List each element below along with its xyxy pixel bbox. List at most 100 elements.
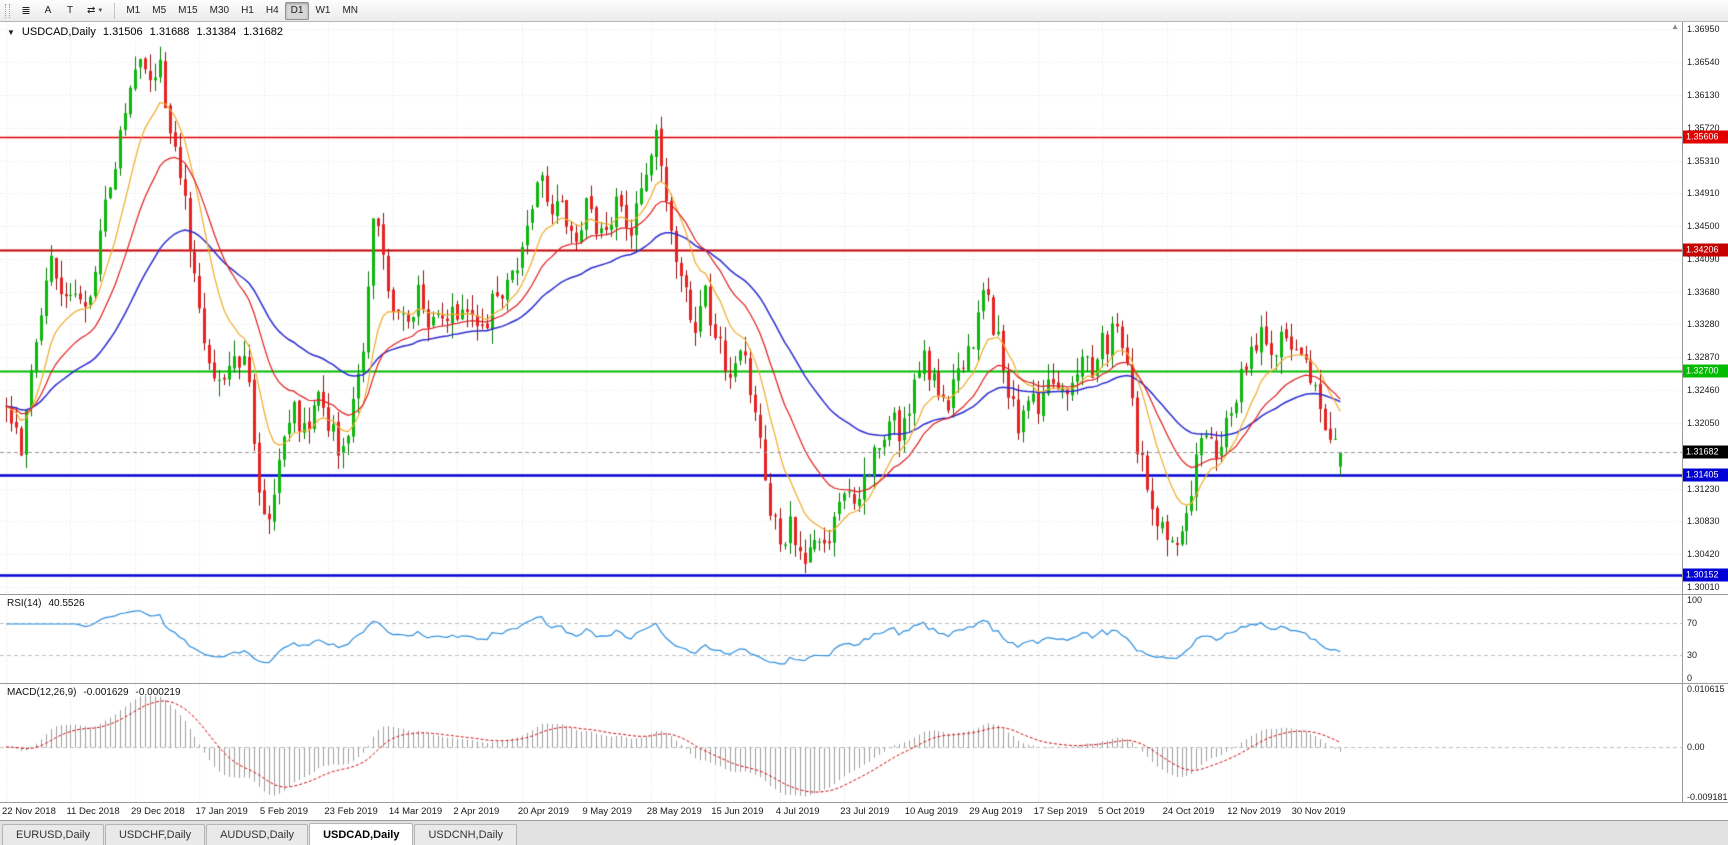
rsi-value: 40.5526 — [48, 598, 85, 609]
macd-tick: -0.009181 — [1687, 792, 1728, 802]
date-label: 24 Oct 2019 — [1162, 806, 1215, 817]
date-label: 30 Nov 2019 — [1291, 806, 1346, 817]
timeframe-button-m15[interactable]: M15 — [172, 2, 203, 20]
scroll-up-icon[interactable]: ▲ — [1671, 22, 1679, 31]
rsi-tick: 30 — [1687, 649, 1698, 660]
macd-signal-value: -0.000219 — [135, 687, 181, 698]
date-label: 22 Nov 2018 — [2, 806, 56, 817]
price-tick: 1.30010 — [1687, 581, 1720, 592]
a-tool-button[interactable]: A — [37, 2, 59, 20]
date-label: 4 Jul 2019 — [775, 806, 820, 817]
price-tick: 1.32460 — [1687, 384, 1720, 395]
price-tick: 1.33680 — [1687, 286, 1720, 297]
current-price-label: 1.31682 — [1683, 445, 1728, 459]
timeframe-button-h1[interactable]: H1 — [235, 2, 260, 20]
price-level-label: 1.32700 — [1683, 364, 1728, 378]
macd-header: MACD(12,26,9) -0.001629 -0.000219 — [7, 687, 181, 698]
symbol-collapse-icon[interactable]: ▼ — [7, 27, 15, 37]
rsi-label: RSI(14) — [7, 598, 42, 609]
toolbar-drag-handle[interactable] — [5, 3, 10, 18]
price-tick: 1.32870 — [1687, 352, 1720, 362]
date-label: 5 Oct 2019 — [1098, 806, 1145, 817]
ohlc-low: 1.31384 — [196, 26, 237, 38]
macd-main-value: -0.001629 — [83, 687, 129, 698]
chart-tab-usdcnh[interactable]: USDCNH,Daily — [414, 824, 518, 845]
price-tick: 1.36950 — [1687, 24, 1720, 35]
macd-panel: MACD(12,26,9) -0.001629 -0.000219 0.0106… — [0, 684, 1728, 803]
price-tick: 1.33280 — [1687, 319, 1720, 330]
rsi-tick: 70 — [1687, 618, 1698, 629]
date-label: 11 Dec 2018 — [66, 806, 120, 817]
date-label: 2 Apr 2019 — [453, 806, 500, 817]
swap-arrows-icon: ⇄ — [87, 5, 96, 16]
main-chart-panel: ▼ USDCAD,Daily 1.31506 1.31688 1.31384 1… — [0, 22, 1728, 595]
timeframe-button-group: M1 M5 M15 M30 H1 H4 D1 W1 MN — [120, 1, 364, 20]
timeframe-switch-button[interactable]: ⇄ ▼ — [81, 2, 109, 20]
chart-list-icon[interactable]: ≣ — [15, 2, 37, 20]
timeframe-button-m1[interactable]: M1 — [120, 2, 146, 20]
date-label: 15 Jun 2019 — [711, 806, 764, 817]
price-tick: 1.31230 — [1687, 483, 1720, 494]
timeframe-button-h4[interactable]: H4 — [260, 2, 285, 20]
price-tick: 1.36130 — [1687, 90, 1720, 101]
timeframe-button-w1[interactable]: W1 — [309, 2, 336, 20]
timeframe-button-mn[interactable]: MN — [336, 2, 364, 20]
price-tick: 1.36540 — [1687, 57, 1720, 68]
toolbar: ≣ A T ⇄ ▼ M1 M5 M15 M30 H1 H4 D1 W1 MN — [0, 0, 1728, 22]
timeframe-button-m5[interactable]: M5 — [146, 2, 172, 20]
price-level-label: 1.30152 — [1683, 568, 1728, 582]
date-label: 14 Mar 2019 — [388, 806, 443, 817]
rsi-tick: 100 — [1687, 595, 1703, 605]
price-level-label: 1.31405 — [1683, 468, 1728, 482]
date-label: 29 Aug 2019 — [969, 806, 1023, 817]
price-tick: 1.35720 — [1687, 123, 1720, 134]
chart-tab-usdchf[interactable]: USDCHF,Daily — [104, 824, 206, 845]
price-tick: 1.30420 — [1687, 548, 1720, 559]
date-label: 17 Jan 2019 — [195, 806, 248, 817]
price-tick: 1.34910 — [1687, 188, 1720, 199]
date-label: 23 Feb 2019 — [324, 806, 378, 817]
macd-axis: 0.010615 0.00 -0.009181 — [1682, 684, 1728, 802]
price-axis: 1.36950 1.36540 1.36130 1.35720 1.35310 1.349… — [1682, 22, 1728, 594]
chart-tab-audusd[interactable]: AUDUSD,Daily — [206, 824, 309, 845]
chart-tab-eurusd[interactable]: EURUSD,Daily — [2, 824, 104, 845]
price-tick: 1.35310 — [1687, 155, 1720, 166]
chart-ohlc-header: ▼ USDCAD,Daily 1.31506 1.31688 1.31384 1… — [7, 26, 283, 38]
macd-label: MACD(12,26,9) — [7, 687, 77, 698]
date-label: 10 Aug 2019 — [904, 806, 959, 817]
price-tick: 1.34090 — [1687, 253, 1720, 264]
main-chart-canvas[interactable] — [0, 22, 1682, 594]
text-tool-button[interactable]: T — [59, 2, 81, 20]
price-level-label: 1.35606 — [1683, 130, 1728, 144]
chart-tab-usdcad[interactable]: USDCAD,Daily — [309, 823, 414, 845]
macd-tick: 0.010615 — [1687, 684, 1725, 694]
date-label: 12 Nov 2019 — [1227, 806, 1281, 817]
dropdown-caret-icon: ▼ — [97, 7, 104, 14]
ohlc-close: 1.31682 — [243, 26, 283, 38]
chart-symbol: USDCAD,Daily — [21, 26, 96, 38]
time-axis: 22 Nov 2018 11 Dec 2018 29 Dec 2018 17 Jan … — [0, 803, 1728, 821]
toolbar-separator — [114, 2, 116, 19]
rsi-tick: 0 — [1687, 673, 1693, 683]
price-tick: 1.30830 — [1687, 515, 1720, 526]
macd-canvas[interactable] — [0, 684, 1682, 802]
rsi-canvas[interactable] — [0, 595, 1682, 683]
date-label: 5 Feb 2019 — [259, 806, 308, 817]
ohlc-open: 1.31506 — [102, 26, 143, 38]
timeframe-button-m30[interactable]: M30 — [204, 2, 235, 20]
price-level-label: 1.34206 — [1683, 243, 1728, 257]
date-label: 9 May 2019 — [582, 806, 632, 817]
date-label: 29 Dec 2018 — [130, 806, 185, 817]
rsi-axis: 100 70 30 0 — [1682, 595, 1728, 683]
price-tick: 1.32050 — [1687, 417, 1720, 428]
rsi-header: RSI(14) 40.5526 — [7, 598, 85, 609]
date-label: 20 Apr 2019 — [517, 806, 570, 817]
chart-stack: ▼ USDCAD,Daily 1.31506 1.31688 1.31384 1… — [0, 22, 1728, 821]
price-tick: 1.34500 — [1687, 221, 1720, 232]
ohlc-high: 1.31688 — [149, 26, 190, 38]
timeframe-button-d1[interactable]: D1 — [284, 1, 310, 20]
date-label: 17 Sep 2019 — [1033, 806, 1088, 817]
date-label: 28 May 2019 — [646, 806, 702, 817]
date-label: 23 Jul 2019 — [840, 806, 890, 817]
